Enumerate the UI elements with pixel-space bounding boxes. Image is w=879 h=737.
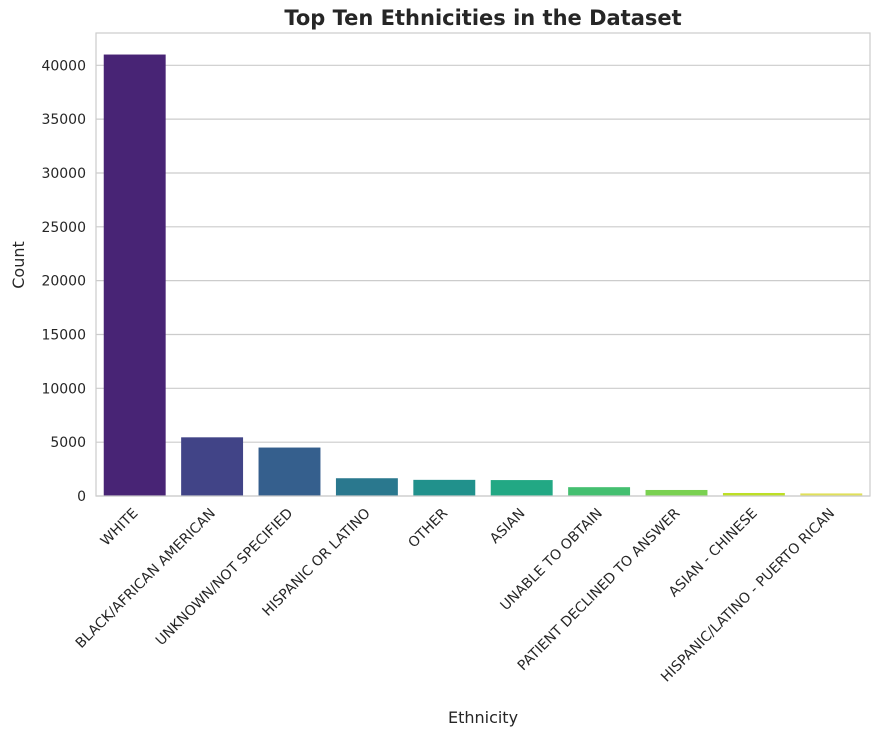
- bar: [103, 54, 166, 497]
- bar: [800, 493, 863, 496]
- y-tick-label: 20000: [41, 274, 86, 290]
- y-tick-label: 35000: [41, 112, 86, 128]
- y-tick-label: 30000: [41, 166, 86, 182]
- x-tick-label: HISPANIC/LATINO - PUERTO RICAN: [658, 506, 838, 686]
- x-tick-label: PATIENT DECLINED TO ANSWER: [515, 505, 684, 674]
- y-axis-label: Count: [9, 241, 28, 289]
- y-tick-label: 40000: [41, 58, 86, 74]
- y-tick-labels: 0 5000 10000 15000 20000 25000 30000 35000 40000: [41, 58, 86, 505]
- bar: [568, 487, 631, 496]
- bars: [103, 54, 863, 497]
- bar: [335, 478, 398, 496]
- x-tick-label: OTHER: [405, 505, 451, 551]
- bar: [181, 437, 244, 496]
- y-tick-label: 5000: [50, 435, 86, 451]
- x-tick-label: ASIAN: [487, 506, 528, 547]
- bar: [258, 447, 321, 496]
- y-tick-label: 10000: [41, 381, 86, 397]
- y-tick-label: 15000: [41, 327, 86, 343]
- x-tick-label: UNKNOWN/NOT SPECIFIED: [153, 506, 296, 649]
- y-tick-label: 0: [77, 489, 86, 505]
- y-tick-label: 25000: [41, 220, 86, 236]
- x-tick-label: BLACK/AFRICAN AMERICAN: [73, 506, 219, 652]
- bar: [490, 480, 553, 496]
- chart-title: Top Ten Ethnicities in the Dataset: [284, 6, 681, 30]
- x-axis-label: Ethnicity: [448, 708, 518, 727]
- x-tick-label: WHITE: [98, 506, 142, 550]
- grid-lines: [96, 64, 870, 497]
- bar: [413, 479, 476, 496]
- plot-frame: [95, 32, 871, 497]
- bar: [645, 489, 708, 496]
- bar: [722, 492, 785, 496]
